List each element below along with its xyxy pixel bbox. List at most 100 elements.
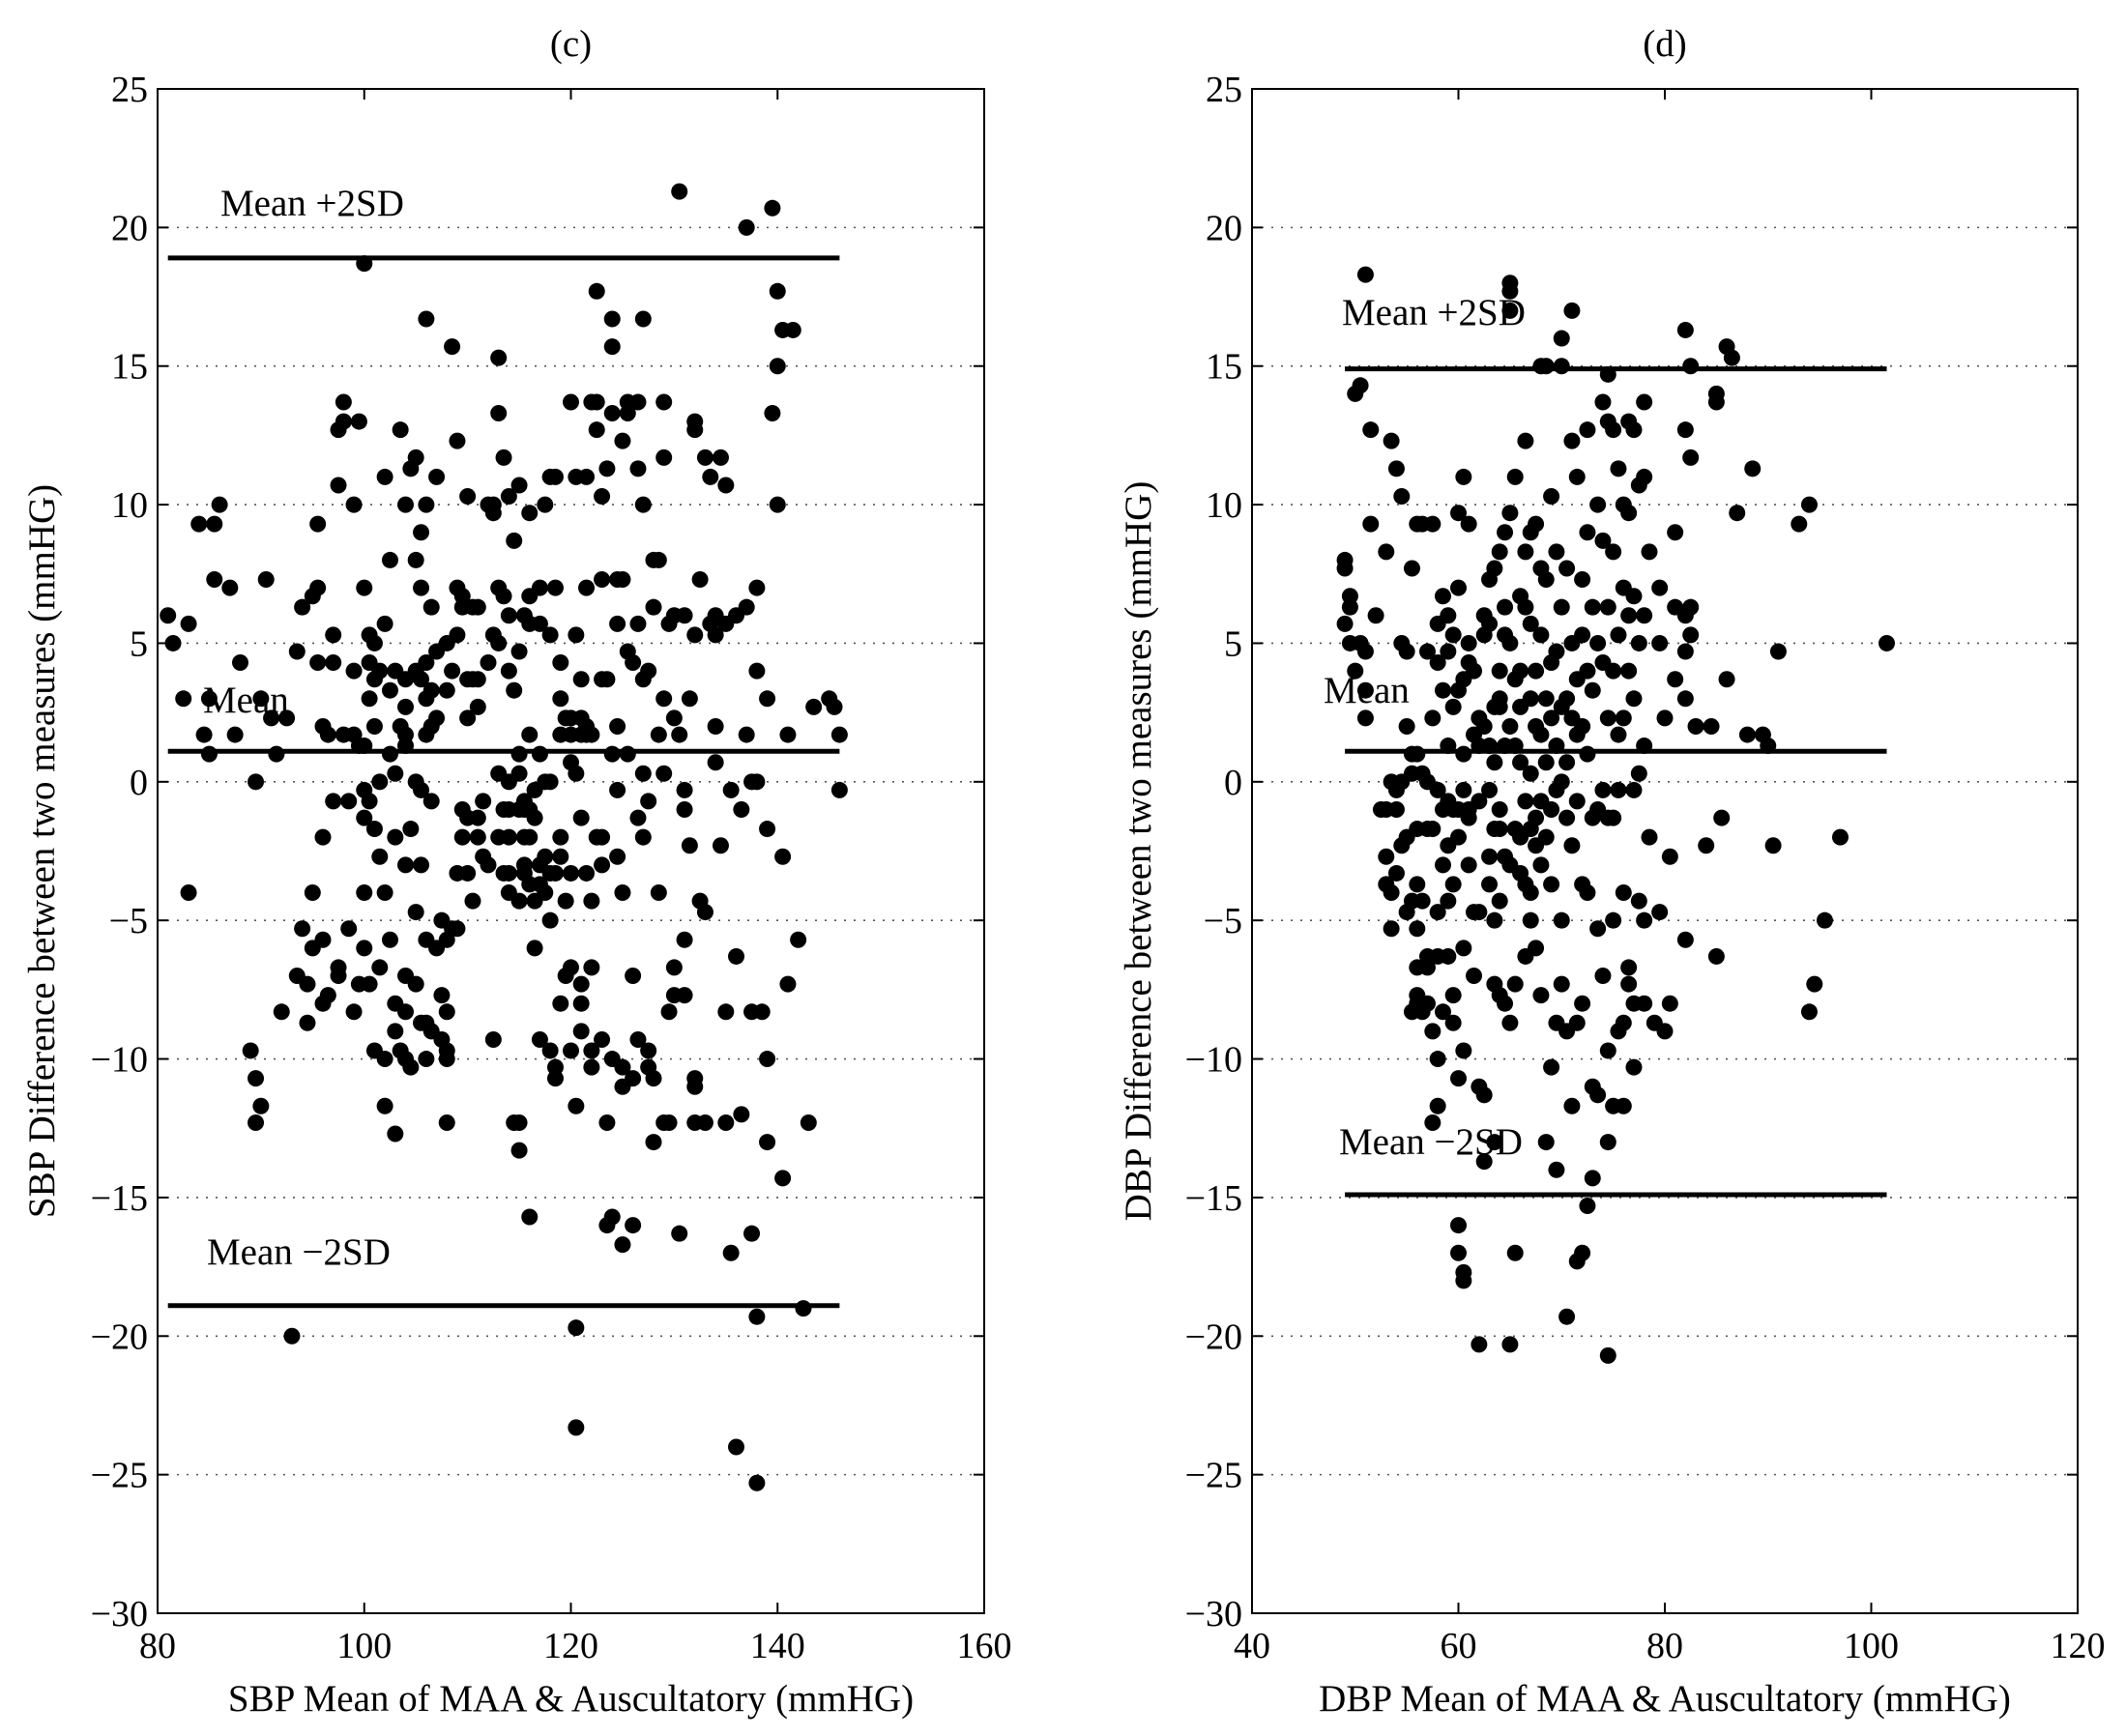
data-point [1563, 432, 1581, 449]
data-point [495, 448, 512, 466]
data-point [1387, 864, 1405, 882]
data-point [459, 864, 477, 882]
data-point [1574, 995, 1591, 1012]
data-point [1610, 726, 1627, 743]
data-point [774, 1170, 792, 1187]
data-point [438, 681, 455, 699]
data-point [1466, 968, 1483, 985]
data-point [1568, 793, 1586, 810]
data-point [686, 626, 704, 644]
data-point [1543, 709, 1560, 727]
data-point [603, 1208, 621, 1226]
data-point [361, 975, 378, 993]
data-point [232, 654, 248, 672]
data-point [1455, 940, 1472, 957]
data-point [1656, 709, 1674, 727]
data-point [1362, 515, 1380, 533]
data-point [1682, 358, 1700, 375]
x-axis-label: DBP Mean of MAA & Auscultatory (mmHG) [1319, 1678, 2011, 1720]
data-point [1491, 543, 1508, 561]
data-point [1584, 1170, 1601, 1187]
data-point [1471, 1336, 1488, 1353]
data-point [1676, 321, 1694, 338]
data-point [1718, 671, 1735, 688]
data-point [506, 532, 523, 549]
data-point [1574, 1244, 1591, 1261]
data-point [1418, 643, 1436, 660]
data-point [1413, 892, 1431, 910]
data-point [397, 698, 414, 715]
data-point [681, 690, 698, 708]
mean-minus-label: Mean −2SD [1339, 1121, 1523, 1163]
data-point [376, 615, 393, 632]
data-point [1574, 571, 1591, 589]
data-point [438, 1042, 455, 1059]
data-point [1528, 662, 1545, 680]
data-point [603, 404, 621, 421]
data-point [510, 892, 528, 910]
data-point [175, 690, 192, 708]
data-point [738, 218, 755, 236]
y-tick-label: −25 [91, 1456, 148, 1496]
data-point [1667, 671, 1684, 688]
data-point [707, 717, 724, 735]
data-point [1398, 717, 1415, 735]
data-point [1486, 754, 1503, 771]
data-point [1393, 487, 1411, 505]
data-point [1651, 579, 1669, 596]
data-point [598, 671, 616, 688]
data-point [1455, 745, 1472, 763]
data-point [371, 773, 389, 791]
data-point [1579, 524, 1596, 541]
data-point [319, 726, 336, 743]
data-point [1532, 726, 1550, 743]
data-point [769, 282, 786, 300]
data-point [469, 598, 486, 616]
data-point [428, 709, 446, 727]
data-point [365, 821, 383, 838]
y-tick-label: 25 [1206, 70, 1242, 110]
data-point [531, 579, 548, 596]
data-point [779, 975, 797, 993]
data-point [1517, 432, 1534, 449]
data-point [195, 726, 213, 743]
data-point [444, 662, 461, 680]
data-point [1563, 302, 1581, 319]
data-point [1594, 781, 1612, 798]
data-point [764, 404, 781, 421]
data-point [805, 698, 823, 715]
data-point [552, 848, 569, 865]
data-point [629, 393, 647, 411]
data-point [619, 404, 636, 421]
data-point [707, 626, 724, 644]
data-point [365, 634, 383, 651]
data-point [583, 892, 600, 910]
data-point [625, 968, 642, 985]
y-tick-label: 5 [130, 623, 148, 664]
data-point [1460, 856, 1477, 874]
data-point [1800, 496, 1818, 513]
data-point [506, 681, 523, 699]
data-point [371, 959, 389, 976]
data-point [625, 654, 642, 672]
data-point [510, 643, 528, 660]
data-point [1816, 911, 1833, 929]
data-point [759, 821, 776, 838]
data-point [1429, 904, 1446, 921]
data-point [1481, 615, 1499, 632]
data-point [769, 496, 786, 513]
data-point [325, 793, 342, 810]
data-point [1620, 607, 1638, 624]
data-point [1455, 468, 1472, 485]
data-point [1537, 690, 1555, 708]
data-point [1698, 837, 1715, 854]
data-point [1409, 876, 1426, 893]
data-point [759, 1051, 776, 1068]
data-point [335, 413, 352, 430]
data-point [614, 1058, 631, 1076]
data-point [1620, 662, 1638, 680]
data-point [1481, 781, 1499, 798]
data-point [1450, 1244, 1467, 1261]
data-point [1450, 505, 1467, 522]
data-point [546, 1070, 564, 1087]
